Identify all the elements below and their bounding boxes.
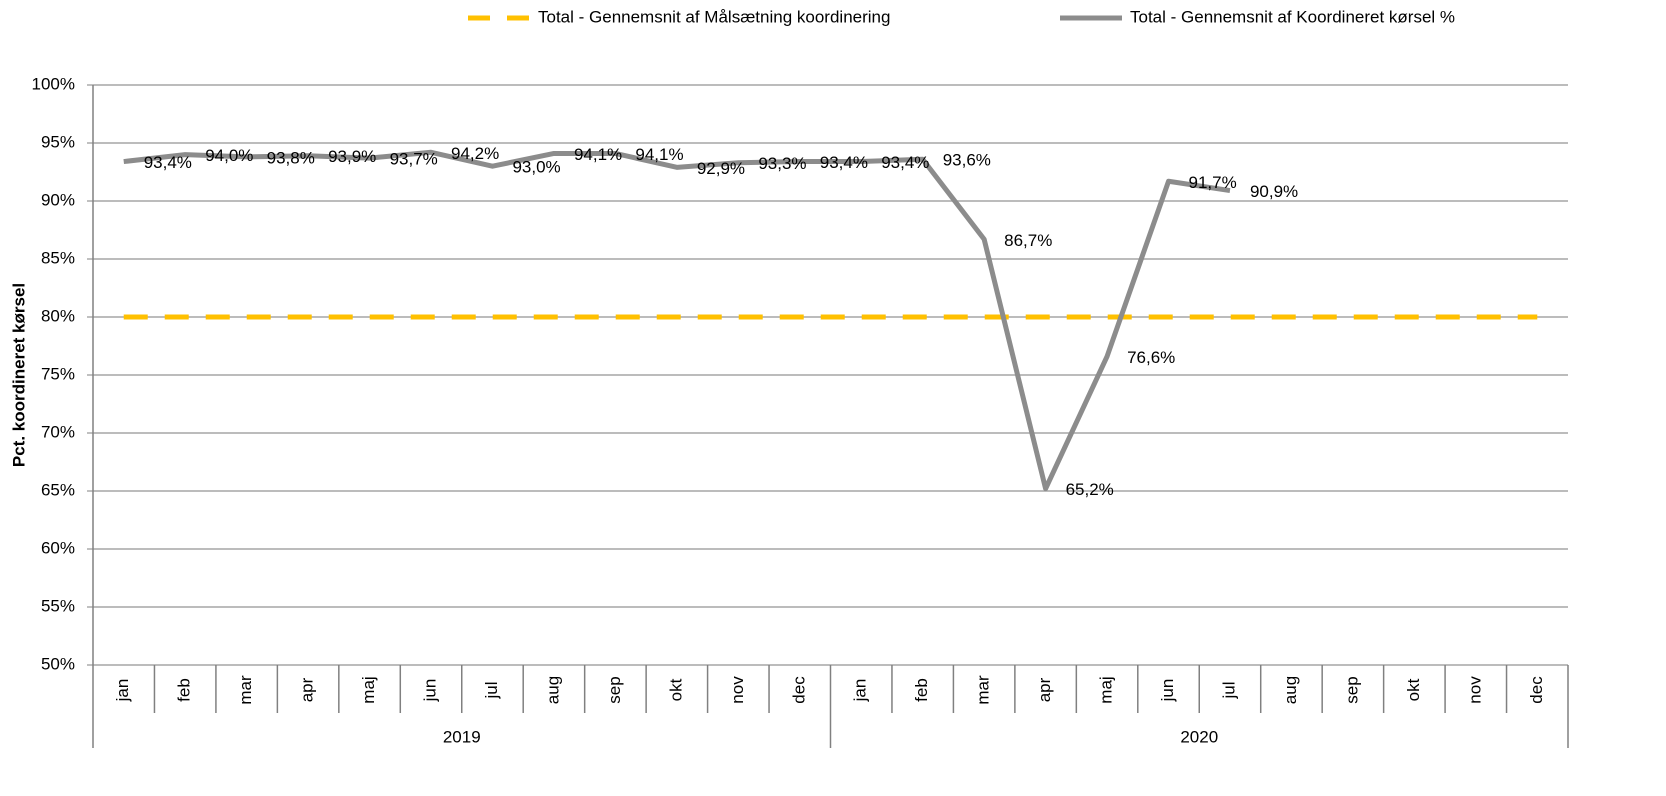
x-tick-label: maj — [359, 676, 378, 703]
x-tick-label: apr — [298, 677, 317, 702]
y-tick-label: 95% — [41, 132, 75, 151]
x-tick-label: feb — [912, 678, 931, 702]
x-tick-label: nov — [728, 676, 747, 704]
x-tick-label: jul — [482, 681, 501, 699]
x-tick-label: maj — [1097, 676, 1116, 703]
y-axis-label: Pct. koordineret kørsel — [9, 283, 28, 467]
y-tick-label: 55% — [41, 596, 75, 615]
data-label: 65,2% — [1066, 480, 1114, 499]
data-label: 93,8% — [267, 148, 315, 167]
legend-label: Total - Gennemsnit af Målsætning koordin… — [538, 7, 890, 26]
group-label: 2019 — [443, 727, 481, 746]
data-label: 91,7% — [1189, 173, 1237, 192]
data-label: 93,9% — [328, 147, 376, 166]
data-label: 93,0% — [512, 158, 560, 177]
data-label: 92,9% — [697, 159, 745, 178]
data-label: 93,3% — [758, 154, 806, 173]
data-label: 94,1% — [635, 145, 683, 164]
y-tick-label: 70% — [41, 422, 75, 441]
x-tick-label: okt — [1404, 678, 1423, 701]
data-label: 86,7% — [1004, 231, 1052, 250]
y-tick-label: 60% — [41, 538, 75, 557]
data-label: 94,1% — [574, 145, 622, 164]
group-label: 2020 — [1180, 727, 1218, 746]
x-tick-label: dec — [789, 676, 808, 704]
series-line — [123, 149, 1231, 492]
x-tick-label: mar — [236, 675, 255, 705]
data-label: 93,4% — [820, 153, 868, 172]
x-tick-label: jan — [113, 679, 132, 703]
x-tick-label: apr — [1035, 677, 1054, 702]
y-tick-label: 75% — [41, 364, 75, 383]
data-label: 94,0% — [205, 146, 253, 165]
y-tick-label: 80% — [41, 306, 75, 325]
data-label: 93,7% — [390, 150, 438, 169]
x-tick-label: nov — [1465, 676, 1484, 704]
data-label: 93,4% — [144, 153, 192, 172]
y-tick-label: 50% — [41, 654, 75, 673]
y-tick-label: 65% — [41, 480, 75, 499]
x-tick-label: mar — [974, 675, 993, 705]
x-tick-label: aug — [1281, 676, 1300, 704]
y-tick-label: 85% — [41, 248, 75, 267]
x-tick-label: sep — [1342, 676, 1361, 703]
y-tick-label: 100% — [32, 74, 75, 93]
data-label: 93,6% — [943, 151, 991, 170]
data-label: 76,6% — [1127, 348, 1175, 367]
legend-label: Total - Gennemsnit af Koordineret kørsel… — [1130, 7, 1455, 26]
data-label: 94,2% — [451, 144, 499, 163]
y-tick-label: 90% — [41, 190, 75, 209]
x-tick-label: jun — [421, 679, 440, 703]
data-label: 93,4% — [881, 153, 929, 172]
x-tick-label: jul — [1219, 681, 1238, 699]
x-tick-label: feb — [175, 678, 194, 702]
x-tick-label: aug — [543, 676, 562, 704]
x-tick-label: dec — [1527, 676, 1546, 704]
x-tick-label: sep — [605, 676, 624, 703]
x-tick-label: jan — [851, 679, 870, 703]
x-tick-label: okt — [666, 678, 685, 701]
x-tick-label: jun — [1158, 679, 1177, 703]
data-label: 90,9% — [1250, 182, 1298, 201]
